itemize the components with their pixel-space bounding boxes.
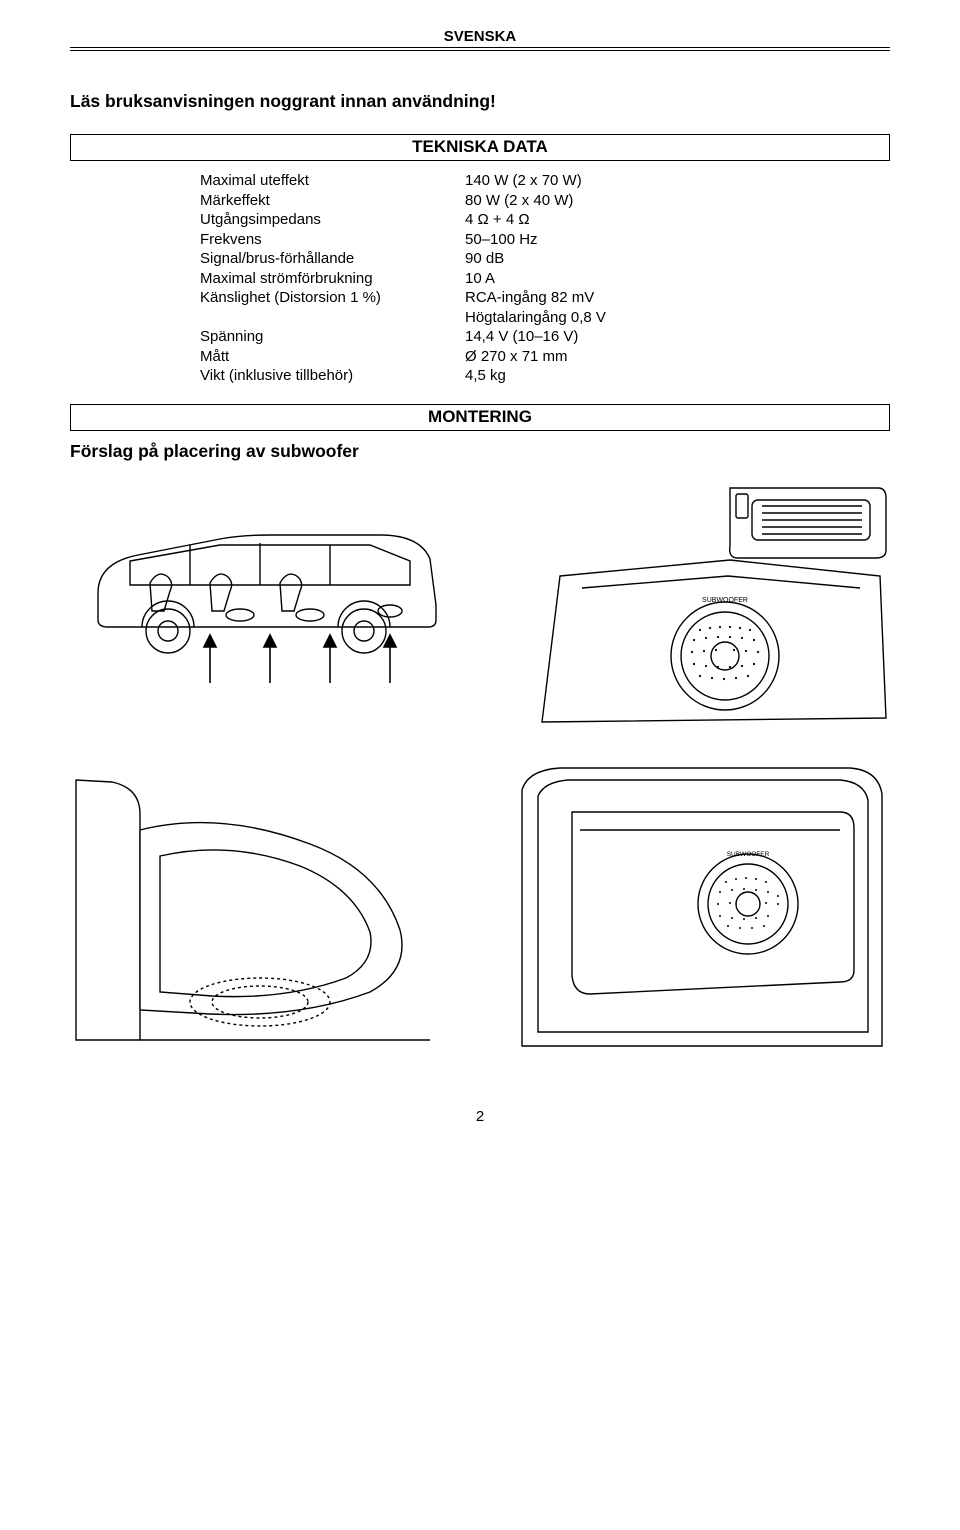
intro-text: Läs bruksanvisningen noggrant innan anvä… <box>70 91 890 112</box>
figure-grid: SUBWOOFER <box>70 480 890 1060</box>
spec-row: Signal/brus-förhållande90 dB <box>200 249 890 269</box>
spec-row: Frekvens50–100 Hz <box>200 230 890 250</box>
spec-label: Utgångsimpedans <box>200 210 465 230</box>
page: SVENSKA Läs bruksanvisningen noggrant in… <box>0 0 960 1145</box>
spec-row: Högtalaringång 0,8 V <box>200 308 890 328</box>
spec-row: Vikt (inklusive tillbehör)4,5 kg <box>200 366 890 386</box>
figure-trunk-panel: SUBWOOFER <box>510 760 890 1060</box>
spec-value: 140 W (2 x 70 W) <box>465 171 890 191</box>
figure-van-side <box>70 515 460 695</box>
spec-label: Märkeffekt <box>200 191 465 211</box>
spec-value: 10 A <box>465 269 890 289</box>
spec-row: MåttØ 270 x 71 mm <box>200 347 890 367</box>
spec-row: Märkeffekt80 W (2 x 40 W) <box>200 191 890 211</box>
section-tech-title: TEKNISKA DATA <box>70 134 890 161</box>
spec-row: Känslighet (Distorsion 1 %)RCA-ingång 82… <box>200 288 890 308</box>
spec-value: Högtalaringång 0,8 V <box>465 308 890 328</box>
spec-table: Maximal uteffekt140 W (2 x 70 W) Märkeff… <box>200 171 890 386</box>
spec-label: Känslighet (Distorsion 1 %) <box>200 288 465 308</box>
section-mount-title: MONTERING <box>70 404 890 431</box>
spec-label: Signal/brus-förhållande <box>200 249 465 269</box>
figure-row-1: SUBWOOFER <box>70 480 890 730</box>
spec-value: RCA-ingång 82 mV <box>465 288 890 308</box>
spec-value: 50–100 Hz <box>465 230 890 250</box>
spec-value: 80 W (2 x 40 W) <box>465 191 890 211</box>
figure-dash-mount: SUBWOOFER <box>530 480 890 730</box>
spec-row: Maximal uteffekt140 W (2 x 70 W) <box>200 171 890 191</box>
subwoofer-label: SUBWOOFER <box>727 851 770 858</box>
figure-under-seat <box>70 770 440 1050</box>
spec-label: Mått <box>200 347 465 367</box>
spec-value: 4 Ω + 4 Ω <box>465 210 890 230</box>
spec-label: Vikt (inklusive tillbehör) <box>200 366 465 386</box>
spec-label: Maximal strömförbrukning <box>200 269 465 289</box>
language-header: SVENSKA <box>70 28 890 45</box>
spec-row: Maximal strömförbrukning10 A <box>200 269 890 289</box>
spec-value: Ø 270 x 71 mm <box>465 347 890 367</box>
header-rule <box>70 47 890 51</box>
spec-label: Maximal uteffekt <box>200 171 465 191</box>
subwoofer-label: SUBWOOFER <box>702 597 748 604</box>
spec-label: Frekvens <box>200 230 465 250</box>
figure-row-2: SUBWOOFER <box>70 760 890 1060</box>
subheading: Förslag på placering av subwoofer <box>70 441 890 462</box>
spec-label: Spänning <box>200 327 465 347</box>
spec-label <box>200 308 465 328</box>
spec-value: 14,4 V (10–16 V) <box>465 327 890 347</box>
spec-row: Spänning14,4 V (10–16 V) <box>200 327 890 347</box>
spec-row: Utgångsimpedans4 Ω + 4 Ω <box>200 210 890 230</box>
spec-value: 90 dB <box>465 249 890 269</box>
page-number: 2 <box>70 1108 890 1125</box>
spec-value: 4,5 kg <box>465 366 890 386</box>
